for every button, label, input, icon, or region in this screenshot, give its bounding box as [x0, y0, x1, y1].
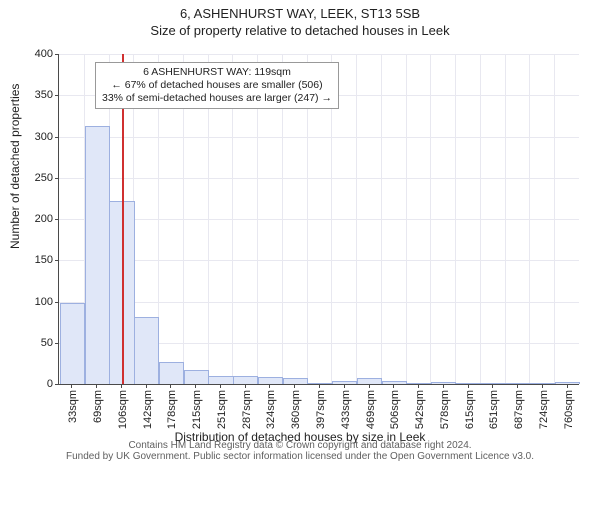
xtick-label: 397sqm — [315, 390, 327, 429]
xtick-mark — [517, 384, 518, 388]
plot-wrap: Number of detached properties 0501001502… — [0, 46, 600, 466]
ytick-label: 0 — [47, 378, 59, 390]
gridline-h — [59, 54, 579, 55]
xtick-label: 760sqm — [563, 390, 575, 429]
bar — [456, 383, 481, 384]
bar — [85, 126, 110, 384]
chart-subtitle: Size of property relative to detached ho… — [0, 23, 600, 38]
xtick-label: 469sqm — [365, 390, 377, 429]
xtick-mark — [195, 384, 196, 388]
footnote-line2: Funded by UK Government. Public sector i… — [0, 451, 600, 462]
gridline-v — [381, 54, 382, 384]
xtick-label: 687sqm — [513, 390, 525, 429]
ytick-label: 200 — [35, 213, 59, 225]
xtick-label: 360sqm — [290, 390, 302, 429]
xtick-mark — [418, 384, 419, 388]
xtick-mark — [245, 384, 246, 388]
xtick-mark — [443, 384, 444, 388]
bar — [233, 376, 258, 384]
bar — [307, 383, 332, 384]
xtick-mark — [96, 384, 97, 388]
bar — [530, 383, 555, 384]
xtick-mark — [294, 384, 295, 388]
ytick-label: 350 — [35, 89, 59, 101]
bar — [208, 376, 233, 384]
gridline-h — [59, 260, 579, 261]
xtick-mark — [146, 384, 147, 388]
annotation-line: ← 67% of detached houses are smaller (50… — [102, 79, 332, 92]
xtick-mark — [170, 384, 171, 388]
xtick-mark — [468, 384, 469, 388]
gridline-v — [430, 54, 431, 384]
gridline-v — [505, 54, 506, 384]
ytick-label: 150 — [35, 254, 59, 266]
gridline-v — [406, 54, 407, 384]
xtick-mark — [71, 384, 72, 388]
annotation-box: 6 ASHENHURST WAY: 119sqm← 67% of detache… — [95, 62, 339, 109]
bar — [406, 383, 431, 384]
ytick-label: 50 — [41, 337, 59, 349]
xtick-label: 506sqm — [389, 390, 401, 429]
plot-area: 05010015020025030035040033sqm69sqm106sqm… — [58, 54, 579, 385]
bar — [159, 362, 184, 384]
xtick-mark — [121, 384, 122, 388]
xtick-mark — [492, 384, 493, 388]
bar — [134, 317, 159, 384]
gridline-v — [480, 54, 481, 384]
xtick-label: 178sqm — [166, 390, 178, 429]
xtick-mark — [344, 384, 345, 388]
ytick-label: 250 — [35, 172, 59, 184]
gridline-v — [529, 54, 530, 384]
xtick-label: 215sqm — [191, 390, 203, 429]
xtick-label: 69sqm — [92, 390, 104, 423]
bar — [382, 381, 407, 384]
xtick-label: 651sqm — [488, 390, 500, 429]
xtick-label: 33sqm — [67, 390, 79, 423]
bar — [184, 370, 209, 384]
xtick-mark — [393, 384, 394, 388]
gridline-h — [59, 178, 579, 179]
gridline-h — [59, 137, 579, 138]
annotation-line: 6 ASHENHURST WAY: 119sqm — [102, 66, 332, 79]
xtick-label: 724sqm — [538, 390, 550, 429]
bar — [431, 382, 456, 384]
xtick-mark — [269, 384, 270, 388]
bar — [332, 381, 357, 384]
xtick-mark — [567, 384, 568, 388]
gridline-v — [356, 54, 357, 384]
bar — [60, 303, 85, 384]
xtick-mark — [319, 384, 320, 388]
gridline-h — [59, 219, 579, 220]
annotation-line: 33% of semi-detached houses are larger (… — [102, 92, 332, 105]
bar — [505, 383, 530, 384]
footnote: Contains HM Land Registry data © Crown c… — [0, 440, 600, 462]
xtick-label: 542sqm — [414, 390, 426, 429]
xtick-label: 615sqm — [464, 390, 476, 429]
gridline-v — [554, 54, 555, 384]
xtick-label: 142sqm — [142, 390, 154, 429]
footnote-line1: Contains HM Land Registry data © Crown c… — [0, 440, 600, 451]
xtick-label: 578sqm — [439, 390, 451, 429]
bar — [357, 378, 382, 384]
gridline-h — [59, 302, 579, 303]
xtick-mark — [220, 384, 221, 388]
ytick-label: 400 — [35, 48, 59, 60]
y-axis-label: Number of detached properties — [8, 84, 22, 249]
xtick-label: 433sqm — [340, 390, 352, 429]
xtick-mark — [369, 384, 370, 388]
xtick-mark — [542, 384, 543, 388]
xtick-label: 106sqm — [117, 390, 129, 429]
bar — [555, 382, 580, 384]
chart-title-address: 6, ASHENHURST WAY, LEEK, ST13 5SB — [0, 6, 600, 21]
xtick-label: 287sqm — [241, 390, 253, 429]
xtick-label: 251sqm — [216, 390, 228, 429]
bar — [283, 378, 308, 384]
bar — [258, 377, 283, 384]
ytick-label: 100 — [35, 296, 59, 308]
ytick-label: 300 — [35, 131, 59, 143]
gridline-v — [455, 54, 456, 384]
xtick-label: 324sqm — [265, 390, 277, 429]
bar — [481, 383, 506, 384]
